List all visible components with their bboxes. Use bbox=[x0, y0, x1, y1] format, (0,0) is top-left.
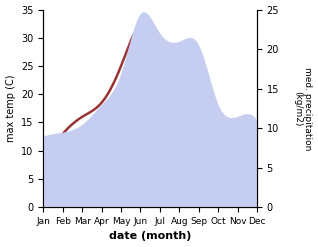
Y-axis label: max temp (C): max temp (C) bbox=[5, 75, 16, 142]
Y-axis label: med. precipitation
(kg/m2): med. precipitation (kg/m2) bbox=[293, 67, 313, 150]
X-axis label: date (month): date (month) bbox=[109, 231, 191, 242]
